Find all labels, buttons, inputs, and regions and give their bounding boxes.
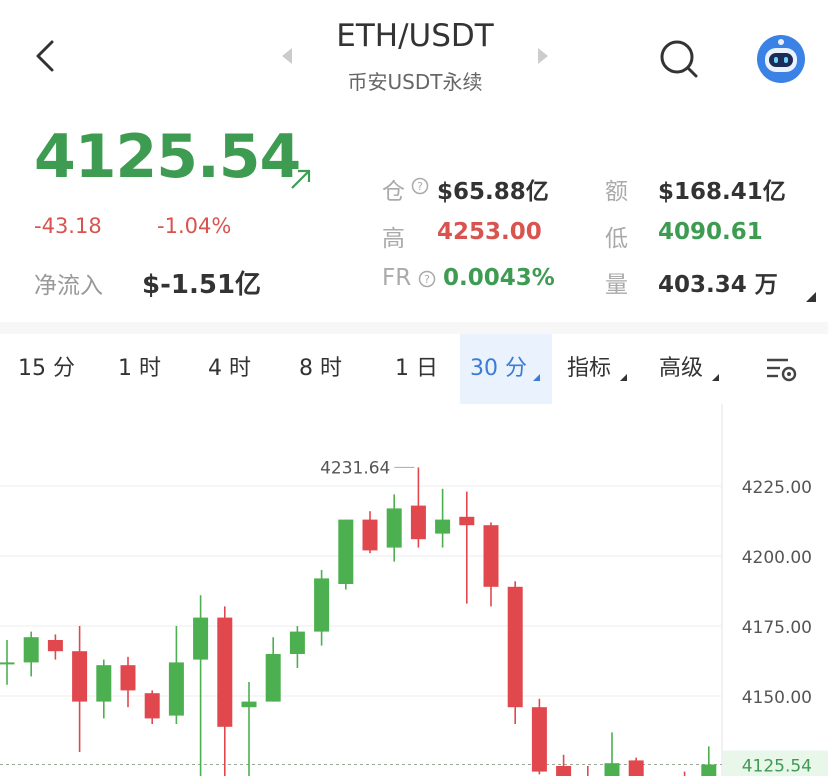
prev-pair-icon[interactable] (280, 46, 294, 66)
candle-body (435, 519, 451, 534)
tab-indicators[interactable]: 指标 (567, 356, 612, 381)
tab-advanced[interactable]: 高级 (659, 356, 704, 381)
search-icon[interactable] (656, 36, 702, 82)
net-inflow-label: 净流入 (34, 273, 103, 299)
tab-1d[interactable]: 1 日 (395, 356, 438, 381)
candle-body (217, 617, 233, 727)
candle-body (265, 654, 281, 702)
help-icon[interactable]: ? (411, 177, 429, 195)
help-icon[interactable]: ? (418, 270, 436, 288)
tab-1h[interactable]: 1 时 (118, 356, 161, 381)
last-price: 4125.54 (34, 122, 301, 192)
candle-body (459, 516, 475, 526)
candle-body (386, 508, 402, 548)
open-interest-value: $65.88亿 (437, 179, 549, 205)
section-divider (0, 322, 828, 334)
open-interest-label: 仓 (382, 179, 405, 205)
chart-settings-icon[interactable] (764, 354, 798, 384)
dropdown-triangle-icon (533, 374, 540, 381)
candle-body (144, 693, 160, 719)
candle-body (604, 763, 620, 776)
candle-body (531, 707, 547, 772)
next-pair-icon[interactable] (536, 46, 550, 66)
price-change: -43.18 (34, 214, 102, 238)
dropdown-triangle-icon (712, 374, 719, 381)
candle-body (47, 640, 63, 652)
active-tab-highlight (460, 334, 552, 404)
volume-label: 量 (605, 272, 628, 298)
low-label: 低 (605, 226, 628, 252)
tab-15m[interactable]: 15 分 (18, 356, 75, 381)
dropdown-triangle-icon (620, 374, 627, 381)
candle-body (193, 617, 209, 660)
candle-body (23, 637, 39, 663)
funding-rate-value: 0.0043% (443, 265, 555, 291)
candlestick-chart[interactable]: 4225.00 4200.00 4175.00 4150.00 4125.54 4231.… (0, 404, 828, 776)
candle-body (314, 578, 330, 632)
tab-8h[interactable]: 8 时 (299, 356, 342, 381)
current-price-tag (723, 750, 828, 776)
back-arrow-icon[interactable] (30, 36, 60, 76)
candle-body (362, 519, 378, 551)
svg-text:?: ? (417, 180, 423, 193)
candle-body (96, 665, 112, 702)
turnover-value: $168.41亿 (658, 179, 786, 205)
net-inflow-value: $-1.51亿 (142, 270, 262, 300)
candle-body (483, 525, 499, 587)
y-tick-label: 4150.00 (742, 688, 812, 708)
y-tick-label: 4175.00 (742, 618, 812, 638)
tab-30m[interactable]: 30 分 (470, 356, 527, 381)
turnover-label: 额 (605, 179, 628, 205)
y-tick-label: 4225.00 (742, 478, 812, 498)
candle-body (410, 505, 426, 540)
pair-title[interactable]: ETH/USDT (336, 18, 494, 54)
candle-body (120, 665, 136, 691)
funding-rate-label: FR (382, 265, 412, 291)
candle-body (701, 764, 717, 776)
market-subtitle: 币安USDT永续 (347, 70, 483, 94)
candle-body (0, 662, 15, 665)
svg-text:?: ? (424, 273, 430, 286)
candle-body (72, 651, 88, 702)
current-price-label: 4125.54 (742, 756, 812, 776)
candle-body (628, 760, 644, 776)
price-change-pct: -1.04% (157, 214, 232, 238)
y-tick-label: 4200.00 (742, 548, 812, 568)
robot-assistant-icon[interactable] (756, 34, 806, 84)
candle-body (241, 701, 257, 708)
candle-body (338, 519, 354, 584)
high-label: 高 (382, 226, 405, 252)
tab-4h[interactable]: 4 时 (208, 356, 251, 381)
candle-body (556, 766, 572, 776)
trend-up-arrow-icon (291, 169, 311, 189)
high-value: 4253.00 (437, 219, 542, 245)
low-value: 4090.61 (658, 219, 763, 245)
candle-body (168, 662, 184, 716)
expand-stats-icon[interactable] (806, 292, 816, 302)
candle-body (289, 631, 305, 654)
candle-body (507, 586, 523, 708)
high-marker-label: 4231.64 (320, 458, 390, 478)
volume-value: 403.34 万 (658, 272, 778, 298)
